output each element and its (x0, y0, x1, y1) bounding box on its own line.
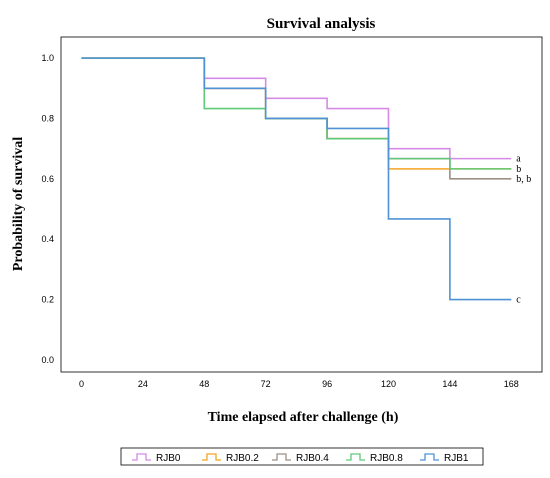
legend-label: RJB1 (444, 453, 469, 464)
y-tick-label: 0.4 (41, 234, 54, 244)
series-line-rjb1 (81, 57, 512, 301)
series-annotations: a b, bb c (516, 154, 531, 306)
legend-swatch (346, 453, 365, 461)
y-axis: 0.0 0.2 0.4 0.6 0.8 1.0 (41, 53, 54, 365)
legend-label: RJB0.2 (226, 453, 259, 464)
x-tick-label: 120 (381, 379, 396, 389)
y-tick-label: 0.0 (41, 355, 54, 365)
y-axis-label: Probability of survival (11, 137, 26, 271)
legend-label: RJB0.8 (370, 453, 403, 464)
legend-label: RJB0 (156, 453, 181, 464)
legend-swatch (132, 453, 151, 461)
chart-title: Survival analysis (267, 16, 376, 32)
x-tick-label: 144 (442, 379, 457, 389)
x-tick-label: 0 (79, 379, 84, 389)
x-tick-label: 24 (138, 379, 148, 389)
x-tick-label: 72 (261, 379, 271, 389)
legend-swatch (420, 453, 439, 461)
x-axis: 0 24 48 72 96 120 144 168 (79, 379, 519, 389)
series-line-rjb0-8 (81, 57, 512, 170)
x-tick-label: 96 (322, 379, 332, 389)
legend-label: RJB0.4 (296, 453, 329, 464)
legend-swatch (272, 453, 291, 461)
series-annotation: c (516, 295, 521, 306)
legend-swatch (202, 453, 221, 461)
x-tick-label: 48 (199, 379, 209, 389)
x-axis-label: Time elapsed after challenge (h) (208, 410, 399, 425)
plot-frame (60, 36, 543, 373)
y-tick-label: 0.8 (41, 113, 54, 123)
series-line-rjb0 (81, 57, 512, 160)
y-tick-label: 0.2 (41, 295, 54, 305)
legend-box (120, 447, 484, 466)
series-annotation: a (516, 154, 521, 165)
legend: RJB0 RJB0.2 RJB0.4 RJB0.8 RJB1 (132, 453, 469, 464)
series-lines (81, 57, 512, 301)
y-tick-label: 1.0 (41, 53, 54, 63)
x-tick-label: 168 (504, 379, 519, 389)
series-annotation: b (516, 164, 521, 175)
series-line-rjb0-2 (81, 57, 512, 170)
y-tick-label: 0.6 (41, 174, 54, 184)
series-annotation: b, b (516, 174, 531, 185)
